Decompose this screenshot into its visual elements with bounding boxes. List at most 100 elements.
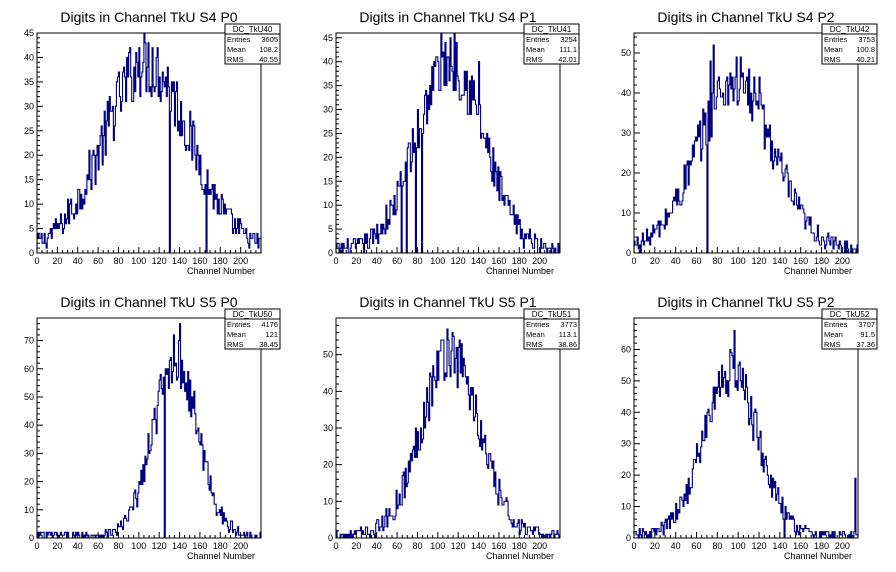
x-tick-label: 0 (631, 256, 636, 266)
y-tick-label: 45 (323, 33, 333, 43)
stats-label: RMS (227, 55, 244, 64)
stats-value: 111.1 (559, 45, 577, 54)
y-tick-label: 35 (24, 77, 34, 87)
y-tick-label: 20 (24, 477, 34, 487)
x-tick-label: 200 (835, 256, 850, 266)
x-tick-label: 20 (351, 256, 361, 266)
y-tick-label: 20 (621, 168, 631, 178)
stats-value: 108.2 (259, 45, 278, 54)
y-tick-label: 10 (323, 496, 333, 506)
x-tick-label: 160 (793, 541, 808, 551)
plot-frame (633, 32, 859, 254)
histogram-line (633, 330, 859, 539)
stats-value: 3753 (858, 35, 875, 44)
plot-frame (633, 317, 859, 539)
x-tick-label: 100 (131, 256, 146, 266)
histogram-panel-4: Digits in Channel TkU S5 P10 20 40 60 80 100 1… (323, 294, 580, 561)
x-tick-label: 200 (233, 541, 248, 551)
stats-name: DC_TkU51 (532, 310, 572, 319)
y-tick-label: 0 (328, 248, 333, 258)
chart-title: Digits in Channel TkU S5 P2 (657, 294, 834, 310)
x-tick-label: 160 (491, 256, 506, 266)
histogram-panel-0: Digits in Channel TkU S4 P00 20 40 60 80 100 1… (24, 9, 281, 276)
x-tick-label: 120 (752, 541, 767, 551)
histogram-panel-2: Digits in Channel TkU S4 P20 20 40 60 80 100 1… (621, 9, 878, 276)
stats-box-frame (224, 308, 281, 350)
stats-name: DC_TkU42 (830, 25, 870, 34)
chart-title: Digits in Channel TkU S4 P2 (657, 9, 834, 25)
stats-value: 3605 (261, 35, 278, 44)
x-tick-label: 180 (814, 541, 829, 551)
chart-title: Digits in Channel TkU S5 P0 (60, 294, 237, 310)
x-tick-label: 160 (192, 256, 207, 266)
stats-value: 40.55 (259, 55, 278, 64)
x-tick-label: 100 (731, 541, 746, 551)
x-tick-label: 180 (512, 256, 527, 266)
stats-box-frame (523, 23, 580, 65)
plot-frame (335, 32, 561, 254)
stats-box-frame (821, 308, 878, 350)
histogram-line (335, 328, 560, 539)
y-tick-label: 0 (626, 248, 631, 258)
y-tick-label: 30 (24, 448, 34, 458)
y-tick-label: 10 (24, 505, 34, 515)
y-tick-label: 30 (621, 439, 631, 449)
histogram-panel-3: Digits in Channel TkU S5 P00 20 40 60 80 100 1… (24, 294, 281, 561)
y-tick-label: 15 (24, 175, 34, 185)
x-tick-label: 140 (471, 256, 486, 266)
y-tick-label: 60 (24, 364, 34, 374)
stats-value: 42.01 (558, 55, 577, 64)
x-tick-label: 20 (52, 256, 62, 266)
histogram-line (633, 44, 859, 254)
x-tick-label: 160 (793, 256, 808, 266)
y-tick-label: 0 (626, 533, 631, 543)
y-tick-label: 30 (323, 105, 333, 115)
histogram-panel-1: Digits in Channel TkU S4 P10 20 40 60 80 100 1… (323, 9, 580, 276)
y-tick-label: 15 (323, 176, 333, 186)
x-axis-label: Channel Number (486, 551, 554, 561)
stats-name: DC_TkU40 (233, 25, 273, 34)
x-tick-label: 180 (814, 256, 829, 266)
x-tick-label: 120 (451, 541, 466, 551)
x-tick-label: 160 (192, 541, 207, 551)
x-tick-label: 0 (631, 541, 636, 551)
stats-label: Entries (227, 320, 251, 329)
x-tick-label: 80 (412, 256, 422, 266)
x-tick-label: 40 (73, 541, 83, 551)
x-tick-label: 140 (471, 541, 486, 551)
stats-value: 113.1 (559, 330, 577, 339)
stats-box-frame (523, 308, 580, 350)
y-tick-label: 20 (323, 152, 333, 162)
x-axis-label: Channel Number (784, 551, 852, 561)
y-tick-label: 5 (29, 224, 34, 234)
x-tick-label: 60 (692, 541, 702, 551)
y-tick-label: 10 (323, 200, 333, 210)
x-tick-label: 100 (731, 256, 746, 266)
y-tick-label: 20 (24, 150, 34, 160)
y-tick-label: 10 (24, 199, 34, 209)
y-tick-label: 40 (621, 88, 631, 98)
x-tick-label: 120 (451, 256, 466, 266)
x-tick-label: 60 (392, 256, 402, 266)
x-tick-label: 120 (752, 256, 767, 266)
x-tick-label: 140 (172, 541, 187, 551)
stats-value: 3254 (560, 35, 577, 44)
y-tick-label: 35 (323, 81, 333, 91)
x-tick-label: 60 (93, 541, 103, 551)
x-tick-label: 20 (351, 541, 361, 551)
stats-value: 3773 (560, 320, 577, 329)
stats-label: RMS (227, 340, 244, 349)
y-tick-label: 25 (323, 128, 333, 138)
x-axis-label: Channel Number (187, 551, 255, 561)
x-tick-label: 200 (532, 541, 547, 551)
stats-label: RMS (526, 340, 543, 349)
plot-frame (335, 317, 561, 539)
x-tick-label: 60 (692, 256, 702, 266)
chart-title: Digits in Channel TkU S4 P0 (60, 9, 237, 25)
stats-box-frame (224, 23, 281, 65)
